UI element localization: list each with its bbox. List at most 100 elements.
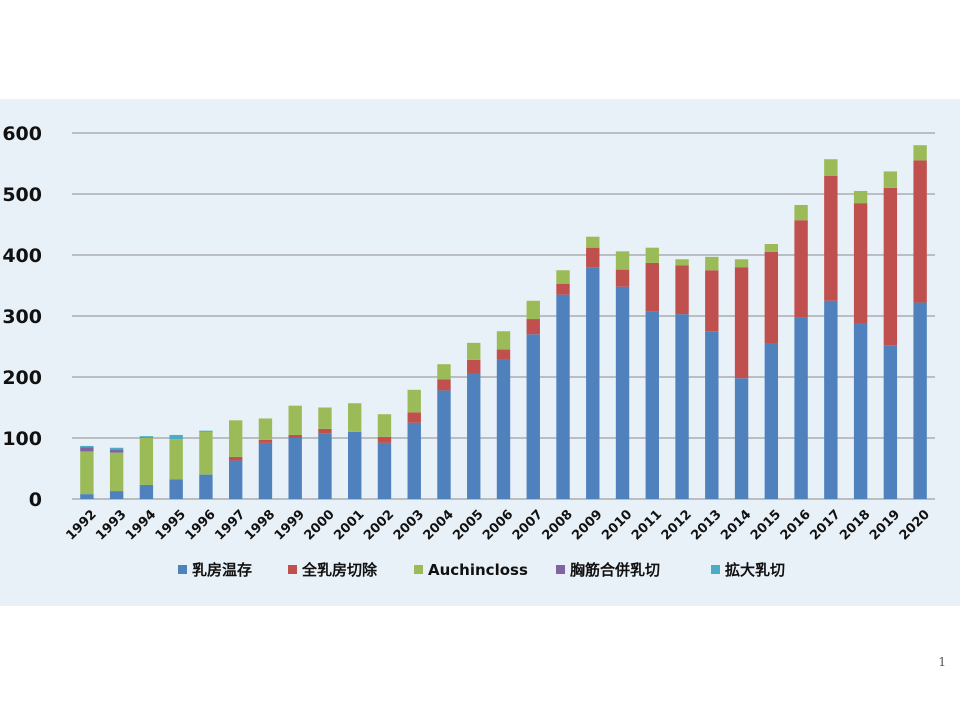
x-tick-label: 2016 — [778, 507, 814, 543]
bar-segment — [913, 160, 927, 303]
bar-segment — [794, 204, 808, 221]
y-tick-label: 100 — [2, 428, 42, 450]
bar-segment — [615, 269, 630, 287]
x-tick-label: 1994 — [123, 507, 159, 543]
x-tick-label: 2004 — [421, 507, 457, 543]
bar-segment — [675, 265, 689, 315]
bar-segment — [407, 389, 421, 413]
x-tick-label: 2007 — [510, 507, 546, 543]
bar-segment — [705, 270, 719, 332]
bar-segment — [556, 270, 570, 284]
bar-segment — [318, 428, 332, 434]
bar-segment — [913, 145, 927, 161]
bar-segment — [139, 484, 154, 499]
bar-segment — [615, 286, 630, 499]
bar-segment — [824, 175, 838, 301]
x-tick-label: 2014 — [718, 507, 754, 543]
bar-segment — [526, 319, 540, 335]
chart-panel: 0 100 200 300 400 500 600 1992 1993 1994 1995 1996… — [0, 99, 960, 606]
bar-segment — [496, 349, 511, 360]
bar-segment — [675, 314, 689, 499]
bar-segment — [199, 430, 213, 432]
bar-segment — [377, 442, 392, 499]
x-tick-label: 2012 — [659, 507, 695, 543]
bar-segment — [228, 456, 243, 461]
legend-label: 全乳房切除 — [301, 561, 378, 579]
x-tick-label: 2017 — [807, 507, 843, 543]
bar-segment — [734, 267, 749, 379]
bar-segment — [734, 259, 749, 268]
bar-segment — [496, 331, 511, 350]
bar-segment — [883, 187, 898, 346]
bar-segment — [80, 451, 94, 495]
bar-segment — [853, 190, 868, 204]
x-tick-label: 2015 — [748, 507, 784, 543]
bar-segment — [377, 436, 392, 443]
y-tick-label: 400 — [2, 245, 42, 267]
bar-segment — [80, 447, 94, 452]
y-tick-label: 600 — [2, 123, 42, 145]
y-tick-label: 200 — [2, 367, 42, 389]
bar-segment — [437, 364, 451, 380]
y-axis-ticks: 0 100 200 300 400 500 600 — [2, 123, 42, 511]
bar-segment — [853, 323, 868, 499]
bar-segment — [853, 203, 868, 324]
bar-segment — [139, 436, 154, 438]
legend-label: Auchincloss — [428, 561, 528, 579]
bar-segment — [109, 452, 124, 492]
bar-segment — [883, 345, 898, 499]
legend-swatch — [414, 565, 423, 574]
bar-segment — [705, 256, 719, 271]
bar-segment — [467, 359, 481, 374]
x-tick-label: 1997 — [212, 507, 248, 543]
bar-segment — [645, 311, 659, 499]
legend: 乳房温存 全乳房切除 Auchincloss 胸筋合併乳切 拡大乳切 — [178, 561, 785, 579]
bar-segment — [496, 359, 511, 499]
x-tick-label: 1999 — [272, 507, 308, 543]
bar-segment — [139, 438, 154, 485]
legend-swatch — [556, 565, 565, 574]
x-tick-label: 1993 — [93, 507, 129, 543]
bar-segment — [407, 412, 421, 423]
x-tick-label: 1995 — [153, 507, 189, 543]
x-axis-ticks: 1992199319941995199619971998199920002001… — [64, 507, 933, 543]
bar-segment — [228, 420, 243, 457]
bar-segment — [258, 442, 273, 499]
x-tick-label: 2011 — [629, 507, 665, 543]
stacked-bar-chart: 0 100 200 300 400 500 600 19921993199419951996… — [2, 123, 935, 579]
x-tick-label: 2000 — [302, 507, 338, 543]
bar-segment — [348, 431, 362, 499]
bar-segment — [258, 439, 273, 443]
y-tick-label: 0 — [29, 489, 42, 511]
x-tick-label: 2003 — [391, 507, 427, 543]
bar-segment — [645, 262, 659, 312]
bar-segment — [645, 247, 659, 263]
x-tick-label: 2008 — [540, 507, 576, 543]
bar-segment — [199, 431, 213, 432]
bar-segment — [734, 378, 749, 499]
bar-segment — [169, 479, 183, 499]
bar-segment — [109, 491, 124, 499]
x-tick-label: 2013 — [688, 507, 724, 543]
x-tick-label: 1996 — [183, 507, 219, 543]
bar-segment — [675, 259, 689, 266]
x-tick-label: 1998 — [242, 507, 278, 543]
bar-segment — [288, 434, 302, 438]
bar-segment — [258, 418, 273, 440]
bar-segment — [199, 474, 213, 499]
x-tick-label: 2006 — [480, 507, 516, 543]
bar-segment — [348, 403, 362, 432]
bar-segment — [288, 405, 302, 435]
legend-swatch — [178, 565, 187, 574]
bar-segment — [764, 343, 779, 499]
bar-segment — [556, 283, 570, 295]
bar-segment — [109, 449, 124, 453]
bar-segment — [794, 220, 808, 318]
legend-swatch — [288, 565, 297, 574]
legend-swatch — [711, 565, 720, 574]
bar-segment — [139, 437, 154, 438]
bar-segment — [824, 159, 838, 176]
bar-segment — [883, 171, 898, 188]
bar-segment — [526, 300, 540, 320]
y-tick-label: 300 — [2, 306, 42, 328]
